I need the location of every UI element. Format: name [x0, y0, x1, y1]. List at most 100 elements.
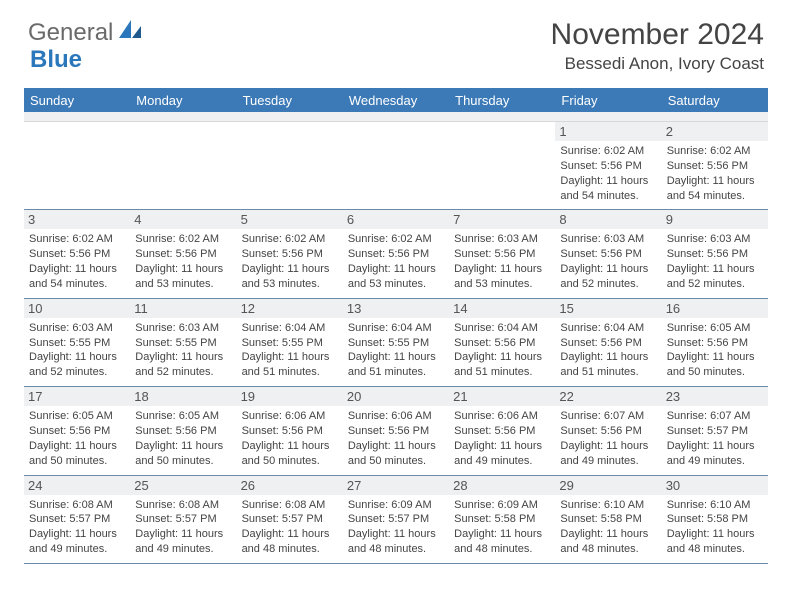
sunset-text: Sunset: 5:58 PM — [454, 512, 550, 527]
sunset-text: Sunset: 5:56 PM — [135, 424, 231, 439]
day-details: Sunrise: 6:02 AMSunset: 5:56 PMDaylight:… — [667, 144, 763, 203]
calendar-day: 27Sunrise: 6:09 AMSunset: 5:57 PMDayligh… — [343, 476, 449, 563]
sunrise-text: Sunrise: 6:02 AM — [667, 144, 763, 159]
sunset-text: Sunset: 5:55 PM — [242, 336, 338, 351]
weekday-header: Thursday — [449, 90, 555, 112]
sunrise-text: Sunrise: 6:07 AM — [667, 409, 763, 424]
day-number: 2 — [662, 122, 768, 141]
sunset-text: Sunset: 5:55 PM — [348, 336, 444, 351]
calendar-day: 25Sunrise: 6:08 AMSunset: 5:57 PMDayligh… — [130, 476, 236, 563]
calendar-day: 23Sunrise: 6:07 AMSunset: 5:57 PMDayligh… — [662, 387, 768, 474]
weekday-header-row: Sunday Monday Tuesday Wednesday Thursday… — [24, 90, 768, 112]
sunrise-text: Sunrise: 6:06 AM — [242, 409, 338, 424]
day-number: 10 — [24, 299, 130, 318]
day-details: Sunrise: 6:05 AMSunset: 5:56 PMDaylight:… — [29, 409, 125, 468]
calendar-day: 24Sunrise: 6:08 AMSunset: 5:57 PMDayligh… — [24, 476, 130, 563]
calendar-day: 8Sunrise: 6:03 AMSunset: 5:56 PMDaylight… — [555, 210, 661, 297]
calendar-day: 21Sunrise: 6:06 AMSunset: 5:56 PMDayligh… — [449, 387, 555, 474]
daylight-text: Daylight: 11 hours and 51 minutes. — [242, 350, 338, 380]
sunrise-text: Sunrise: 6:06 AM — [454, 409, 550, 424]
sunrise-text: Sunrise: 6:03 AM — [560, 232, 656, 247]
day-details: Sunrise: 6:10 AMSunset: 5:58 PMDaylight:… — [560, 498, 656, 557]
header: General November 2024 Bessedi Anon, Ivor… — [0, 0, 792, 74]
day-number: 18 — [130, 387, 236, 406]
sunset-text: Sunset: 5:56 PM — [667, 247, 763, 262]
sunrise-text: Sunrise: 6:03 AM — [454, 232, 550, 247]
day-details: Sunrise: 6:03 AMSunset: 5:56 PMDaylight:… — [560, 232, 656, 291]
calendar-day: 16Sunrise: 6:05 AMSunset: 5:56 PMDayligh… — [662, 299, 768, 386]
sunrise-text: Sunrise: 6:06 AM — [348, 409, 444, 424]
day-details: Sunrise: 6:04 AMSunset: 5:55 PMDaylight:… — [242, 321, 338, 380]
sunrise-text: Sunrise: 6:02 AM — [560, 144, 656, 159]
calendar-day: . — [130, 122, 236, 209]
sunrise-text: Sunrise: 6:10 AM — [667, 498, 763, 513]
day-details: Sunrise: 6:07 AMSunset: 5:57 PMDaylight:… — [667, 409, 763, 468]
sunset-text: Sunset: 5:56 PM — [560, 247, 656, 262]
weekday-header: Saturday — [662, 90, 768, 112]
weekday-header: Friday — [555, 90, 661, 112]
daylight-text: Daylight: 11 hours and 52 minutes. — [560, 262, 656, 292]
day-number: 26 — [237, 476, 343, 495]
day-number: 20 — [343, 387, 449, 406]
daylight-text: Daylight: 11 hours and 50 minutes. — [348, 439, 444, 469]
daylight-text: Daylight: 11 hours and 48 minutes. — [348, 527, 444, 557]
day-details: Sunrise: 6:05 AMSunset: 5:56 PMDaylight:… — [135, 409, 231, 468]
day-number: 25 — [130, 476, 236, 495]
day-number: 19 — [237, 387, 343, 406]
calendar-day: 19 Sunrise: 6:06 AMSunset: 5:56 PMDayligh… — [237, 387, 343, 474]
daylight-text: Daylight: 11 hours and 53 minutes. — [348, 262, 444, 292]
day-details: Sunrise: 6:06 AMSunset: 5:56 PMDaylight:… — [242, 409, 338, 468]
weekday-header: Monday — [130, 90, 236, 112]
sunset-text: Sunset: 5:56 PM — [242, 247, 338, 262]
day-number: 7 — [449, 210, 555, 229]
day-number: 5 — [237, 210, 343, 229]
calendar-day: 11Sunrise: 6:03 AMSunset: 5:55 PMDayligh… — [130, 299, 236, 386]
day-number: 15 — [555, 299, 661, 318]
day-details: Sunrise: 6:04 AMSunset: 5:56 PMDaylight:… — [560, 321, 656, 380]
day-details: Sunrise: 6:03 AMSunset: 5:56 PMDaylight:… — [667, 232, 763, 291]
sunrise-text: Sunrise: 6:10 AM — [560, 498, 656, 513]
weekday-header: Sunday — [24, 90, 130, 112]
day-number: 3 — [24, 210, 130, 229]
sunset-text: Sunset: 5:56 PM — [454, 336, 550, 351]
sunset-text: Sunset: 5:56 PM — [560, 336, 656, 351]
day-number: 27 — [343, 476, 449, 495]
day-number: 29 — [555, 476, 661, 495]
calendar-week: 3Sunrise: 6:02 AMSunset: 5:56 PMDaylight… — [24, 210, 768, 298]
daylight-text: Daylight: 11 hours and 49 minutes. — [454, 439, 550, 469]
day-details: Sunrise: 6:04 AMSunset: 5:55 PMDaylight:… — [348, 321, 444, 380]
sunset-text: Sunset: 5:56 PM — [667, 159, 763, 174]
daylight-text: Daylight: 11 hours and 49 minutes. — [560, 439, 656, 469]
sunrise-text: Sunrise: 6:02 AM — [348, 232, 444, 247]
day-number: 13 — [343, 299, 449, 318]
day-number: 4 — [130, 210, 236, 229]
day-details: Sunrise: 6:08 AMSunset: 5:57 PMDaylight:… — [242, 498, 338, 557]
sunset-text: Sunset: 5:56 PM — [667, 336, 763, 351]
day-details: Sunrise: 6:02 AMSunset: 5:56 PMDaylight:… — [560, 144, 656, 203]
sunrise-text: Sunrise: 6:02 AM — [29, 232, 125, 247]
calendar-day: 4Sunrise: 6:02 AMSunset: 5:56 PMDaylight… — [130, 210, 236, 297]
calendar: Sunday Monday Tuesday Wednesday Thursday… — [24, 88, 768, 564]
sunrise-text: Sunrise: 6:02 AM — [242, 232, 338, 247]
day-number: 30 — [662, 476, 768, 495]
sunrise-text: Sunrise: 6:05 AM — [135, 409, 231, 424]
calendar-day: 7Sunrise: 6:03 AMSunset: 5:56 PMDaylight… — [449, 210, 555, 297]
weekday-header: Tuesday — [237, 90, 343, 112]
sunset-text: Sunset: 5:56 PM — [348, 424, 444, 439]
day-number: 1 — [555, 122, 661, 141]
sunset-text: Sunset: 5:57 PM — [348, 512, 444, 527]
sunset-text: Sunset: 5:56 PM — [454, 424, 550, 439]
calendar-day: 26 Sunrise: 6:08 AMSunset: 5:57 PMDayligh… — [237, 476, 343, 563]
sunrise-text: Sunrise: 6:04 AM — [242, 321, 338, 336]
day-details: Sunrise: 6:05 AMSunset: 5:56 PMDaylight:… — [667, 321, 763, 380]
daylight-text: Daylight: 11 hours and 48 minutes. — [667, 527, 763, 557]
sunrise-text: Sunrise: 6:03 AM — [29, 321, 125, 336]
calendar-day: 18 Sunrise: 6:05 AMSunset: 5:56 PMDayligh… — [130, 387, 236, 474]
sunrise-text: Sunrise: 6:08 AM — [29, 498, 125, 513]
calendar-day: 17Sunrise: 6:05 AMSunset: 5:56 PMDayligh… — [24, 387, 130, 474]
calendar-day: 28Sunrise: 6:09 AMSunset: 5:58 PMDayligh… — [449, 476, 555, 563]
logo-text-general: General — [28, 19, 113, 47]
calendar-day: 29 Sunrise: 6:10 AMSunset: 5:58 PMDayligh… — [555, 476, 661, 563]
day-number: 12 — [237, 299, 343, 318]
calendar-day: 13 Sunrise: 6:04 AMSunset: 5:55 PMDayligh… — [343, 299, 449, 386]
